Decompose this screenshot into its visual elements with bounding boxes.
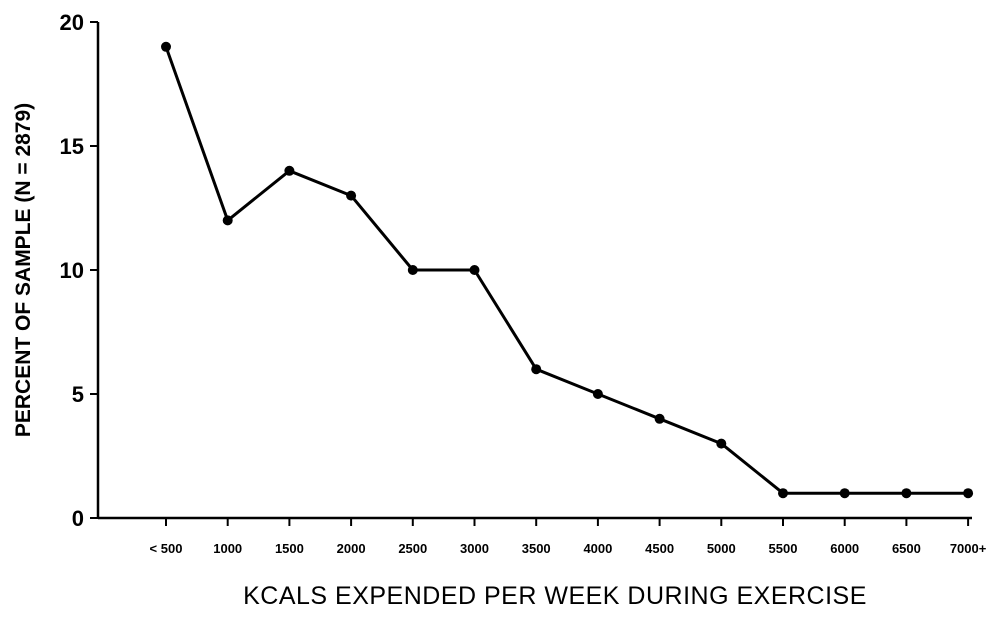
data-point bbox=[963, 488, 974, 499]
data-point bbox=[592, 389, 603, 399]
y-ticks: 0 5 10 15 20 bbox=[60, 10, 98, 531]
x-tick-label: < 500 bbox=[150, 541, 183, 556]
x-tick-label: 7000+ bbox=[950, 541, 987, 556]
data-point bbox=[901, 488, 912, 499]
data-point bbox=[346, 190, 357, 201]
data-point bbox=[284, 165, 295, 176]
x-tick-label: 6000 bbox=[830, 541, 859, 556]
data-point bbox=[654, 413, 665, 424]
x-axis-label: KCALS EXPENDED PER WEEK DURING EXERCISE bbox=[243, 582, 867, 610]
data-point bbox=[839, 488, 850, 499]
y-tick-label: 0 bbox=[72, 506, 84, 531]
y-axis-label: PERCENT OF SAMPLE (N = 2879) bbox=[12, 103, 35, 437]
data-point bbox=[778, 488, 788, 499]
x-tick-label: 6500 bbox=[892, 541, 921, 556]
y-tick-label: 15 bbox=[60, 134, 84, 159]
x-tick-label: 3500 bbox=[522, 541, 551, 556]
y-tick-label: 20 bbox=[60, 10, 84, 35]
x-tick-label: 2000 bbox=[337, 541, 366, 556]
y-tick-label: 10 bbox=[60, 258, 84, 283]
x-tick-label: 4000 bbox=[583, 541, 612, 556]
x-tick-label: 1000 bbox=[213, 541, 242, 556]
series-line bbox=[164, 46, 969, 495]
data-point bbox=[407, 265, 418, 275]
x-tick-label: 5000 bbox=[707, 541, 736, 556]
x-tick-label: 1500 bbox=[275, 541, 304, 556]
data-point bbox=[531, 364, 542, 375]
y-tick-label: 5 bbox=[72, 382, 84, 407]
data-point bbox=[469, 265, 480, 275]
axes bbox=[96, 22, 972, 520]
data-point bbox=[222, 215, 233, 226]
x-tick-label: 3000 bbox=[460, 541, 489, 556]
x-tick-label: 2500 bbox=[398, 541, 427, 556]
data-point bbox=[716, 438, 727, 449]
x-tick-label: 5500 bbox=[769, 541, 798, 556]
series-layer bbox=[161, 41, 974, 499]
x-tick-label: 4500 bbox=[645, 541, 674, 556]
x-ticks: < 500 1000 1500 2000 2500 3000 3500 4000 4500 500… bbox=[150, 518, 987, 556]
data-point bbox=[161, 41, 171, 52]
